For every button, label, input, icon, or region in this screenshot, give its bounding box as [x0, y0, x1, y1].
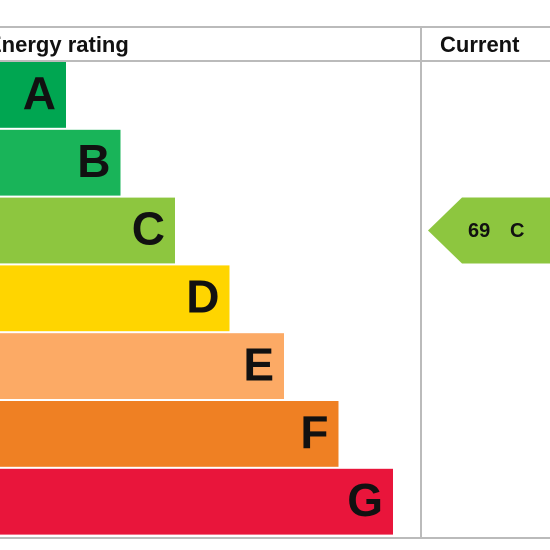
current-rating-arrow: [428, 197, 550, 264]
rating-band: [0, 401, 339, 467]
rating-band: [0, 62, 66, 128]
band-letter: F: [300, 406, 328, 458]
band-letter: G: [347, 474, 383, 526]
band-letter: C: [132, 203, 165, 255]
rating-band: [0, 129, 121, 196]
band-letter: A: [23, 67, 56, 119]
band-letter: B: [77, 135, 110, 187]
rating-header: Energy rating: [0, 32, 129, 57]
band-letter: E: [243, 338, 274, 390]
current-rating-letter: C: [510, 220, 524, 242]
rating-band: [0, 468, 393, 535]
band-letter: D: [186, 270, 219, 322]
current-header: Current: [440, 32, 520, 57]
rating-band: [0, 265, 230, 332]
current-rating-value: 69: [468, 220, 490, 242]
rating-band: [0, 333, 284, 399]
rating-band: [0, 197, 175, 264]
